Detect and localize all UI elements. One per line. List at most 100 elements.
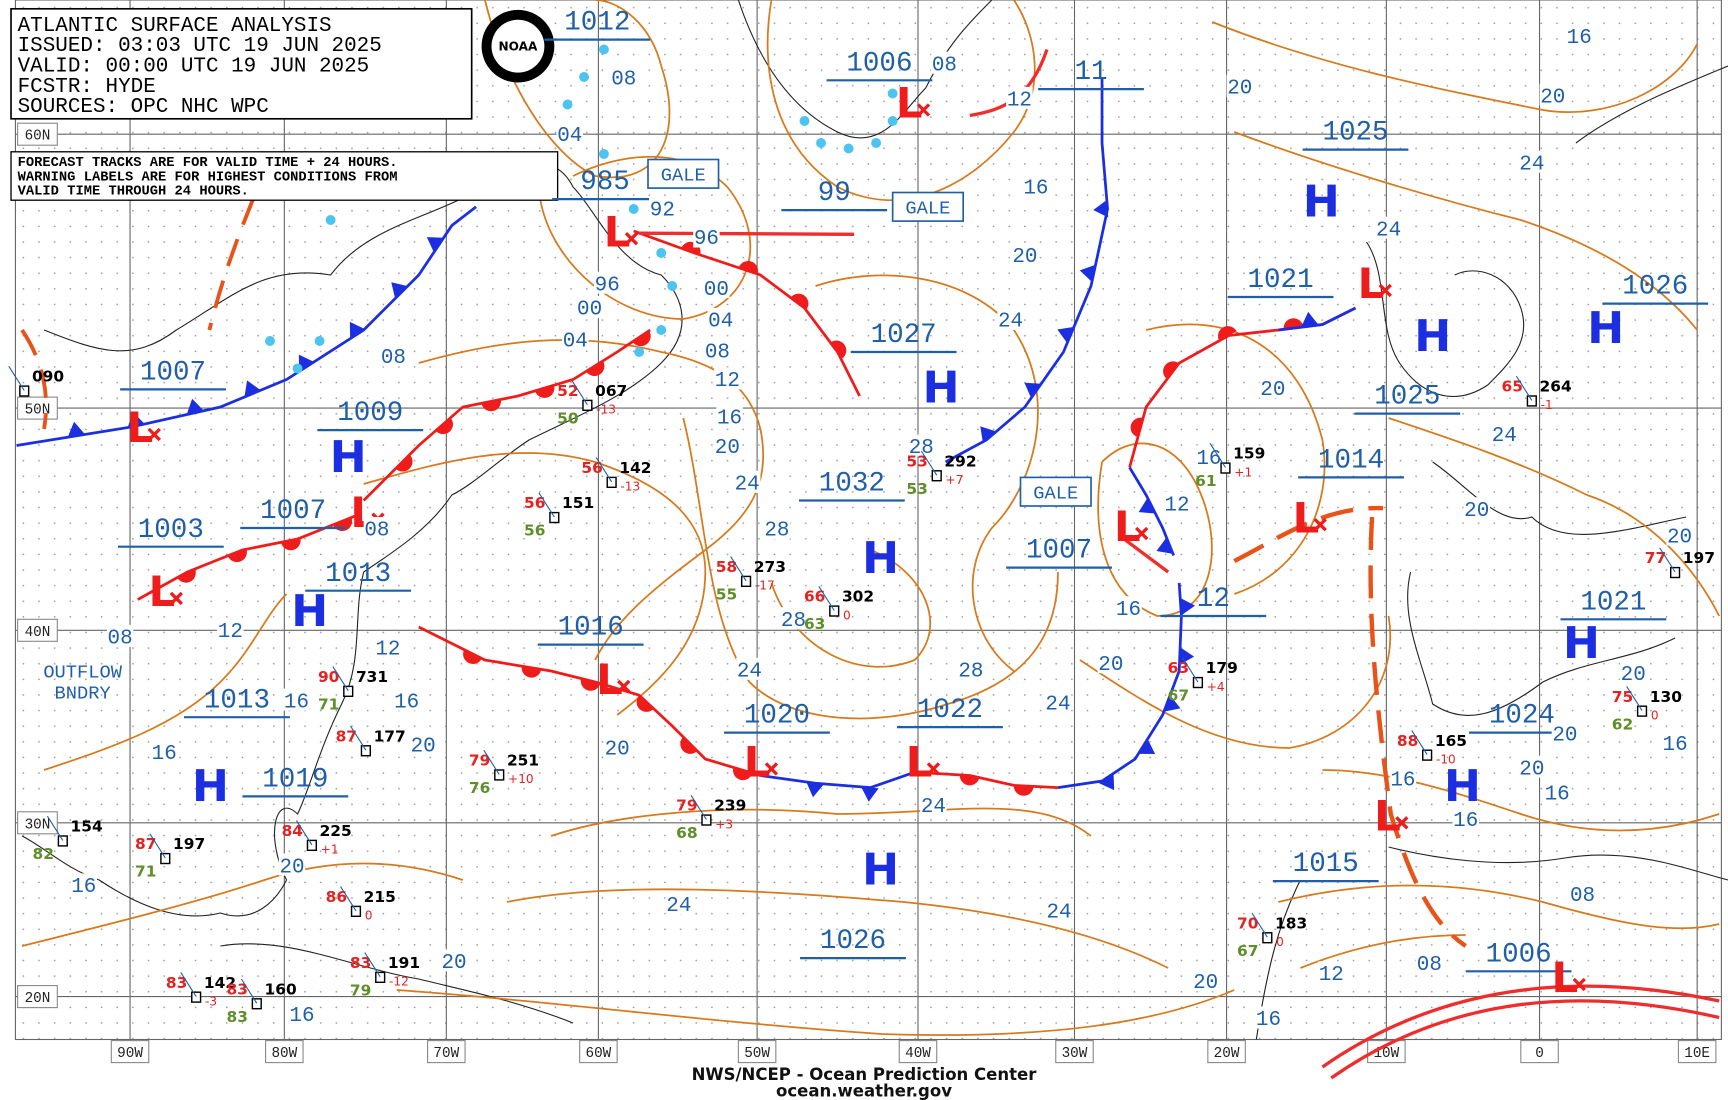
low-x xyxy=(1135,526,1149,541)
isobar-label-bg xyxy=(1620,661,1647,684)
station-temp: 75 xyxy=(1612,688,1633,706)
station-marker xyxy=(1526,395,1537,407)
station-marker xyxy=(1262,932,1273,944)
front-semicircle xyxy=(280,538,301,551)
pressure-value: 1026 xyxy=(1622,272,1688,303)
pressure-value: 1022 xyxy=(917,695,983,726)
station-tendency: -17 xyxy=(755,579,775,593)
note-box xyxy=(10,151,559,201)
isobar-label-bg xyxy=(1491,422,1518,445)
wind-barb xyxy=(730,556,747,582)
pressure-value: 1025 xyxy=(1322,118,1388,149)
front-triangle xyxy=(1098,773,1115,791)
isobar-label: 16 xyxy=(1663,734,1688,757)
pressure-value: 1024 xyxy=(1489,701,1555,732)
front-triangle xyxy=(391,282,408,299)
station-tendency: +4 xyxy=(1207,680,1225,694)
lat-label-box xyxy=(17,811,58,835)
station-temp: 83 xyxy=(166,974,187,992)
track-dot xyxy=(634,347,645,357)
warning-box xyxy=(891,191,965,222)
low-center: L xyxy=(744,738,771,787)
low-x xyxy=(1313,518,1327,532)
low-center: L xyxy=(604,207,631,256)
station-dewpoint: 82 xyxy=(33,845,54,863)
isobar-label: 20 xyxy=(1552,724,1577,747)
pressure-value: 12 xyxy=(1197,584,1230,615)
isobar-label: 16 xyxy=(1116,599,1141,622)
lon-label-box xyxy=(1055,1040,1094,1064)
front-triangle xyxy=(1057,326,1074,344)
front-semicircle xyxy=(177,567,196,583)
boundary-label: OUTFLOW xyxy=(43,662,122,684)
warning-box xyxy=(647,158,720,189)
low-center: L xyxy=(1358,259,1385,308)
station-temp: 87 xyxy=(336,727,357,745)
front-semicircle xyxy=(481,399,502,412)
high-center: H xyxy=(1444,761,1481,812)
high-center: H xyxy=(192,761,229,812)
wind-barb xyxy=(690,795,707,820)
lon-label: 50W xyxy=(744,1046,770,1062)
lon-label: 20W xyxy=(1214,1046,1240,1062)
station-temp: 56 xyxy=(524,494,545,512)
isobar-label: 12 xyxy=(715,370,740,393)
isobar-label-bg xyxy=(780,607,807,630)
station-pressure: 251 xyxy=(507,752,539,770)
pressure-value: 1019 xyxy=(262,765,328,796)
isobar-label-bg xyxy=(707,308,734,330)
station-temp: 90 xyxy=(318,668,339,686)
low-x xyxy=(916,103,931,117)
isobar-label-bg xyxy=(1661,731,1689,754)
lat-label: 60N xyxy=(25,129,51,145)
low-x xyxy=(1572,977,1586,992)
station-tendency: +3 xyxy=(715,817,733,831)
station-marker xyxy=(606,476,617,489)
station-pressure: 165 xyxy=(1435,732,1467,750)
isobar-label: 12 xyxy=(1319,964,1344,987)
isobar-label-bg xyxy=(1389,766,1417,789)
wind-barb xyxy=(340,886,357,912)
track-dot xyxy=(598,149,609,159)
front-semicircle xyxy=(586,360,605,377)
isobar-label-bg xyxy=(1045,898,1073,921)
station-marker xyxy=(740,575,752,588)
pressure-value: 1014 xyxy=(1318,446,1384,477)
station-tendency: -10 xyxy=(1436,752,1456,766)
low-x xyxy=(617,679,631,694)
station-marker xyxy=(350,905,362,918)
lat-label-box xyxy=(17,122,58,146)
track-dot xyxy=(325,215,336,225)
isobar-label: 00 xyxy=(577,299,602,322)
station-tendency: +1 xyxy=(1234,465,1252,479)
station-pressure: 197 xyxy=(1683,549,1715,567)
lon-label-box xyxy=(1520,1040,1559,1064)
station-temp: 65 xyxy=(1502,378,1523,396)
isobar-label-bg xyxy=(288,1002,316,1025)
note-line: FORECAST TRACKS ARE FOR VALID TIME + 24 … xyxy=(18,156,398,171)
station-marker xyxy=(306,839,318,852)
front-semicircle xyxy=(463,649,482,664)
station-marker xyxy=(57,835,68,847)
warm-front xyxy=(362,328,651,502)
isobar-label-bg xyxy=(1192,969,1219,992)
isobar-label: 08 xyxy=(705,342,730,365)
station-marker xyxy=(360,745,372,757)
isobar-label: 08 xyxy=(381,347,406,370)
pressure-value: 1027 xyxy=(871,320,937,351)
high-center: H xyxy=(1587,303,1624,354)
station-dewpoint: 56 xyxy=(524,522,545,540)
front-triangle xyxy=(426,237,444,253)
isobar-label: 28 xyxy=(764,520,789,543)
header-line: ISSUED: 03:03 UTC 19 JUN 2025 xyxy=(18,35,382,58)
station-pressure: 067 xyxy=(595,382,627,400)
low-x xyxy=(926,762,941,776)
wind-barb xyxy=(571,380,588,406)
front-triangle xyxy=(1024,382,1042,399)
isobar-label-bg xyxy=(1543,781,1571,803)
isobar-label-bg xyxy=(957,657,985,680)
isobar-label: 12 xyxy=(1007,90,1032,113)
isobar-label: 16 xyxy=(1256,1009,1281,1032)
isobar-label-bg xyxy=(1318,961,1345,984)
station-pressure: 090 xyxy=(32,368,64,386)
